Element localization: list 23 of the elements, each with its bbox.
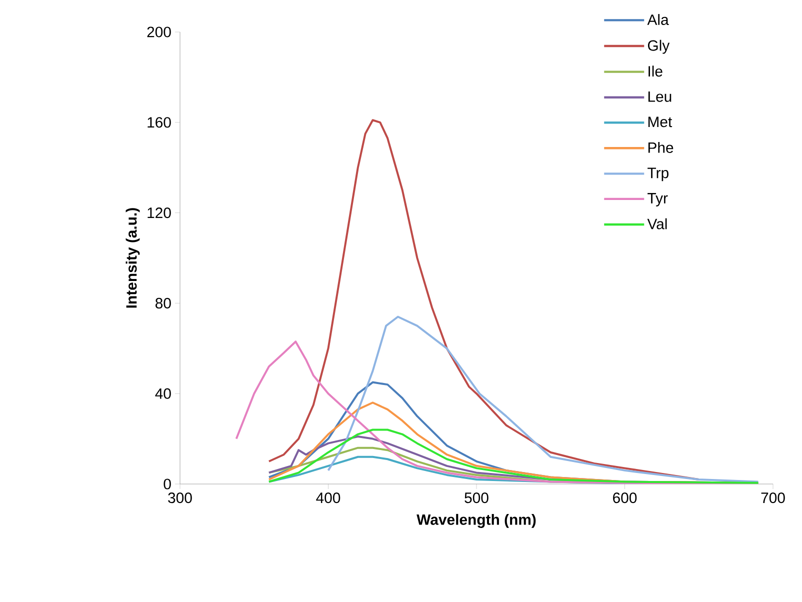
y-tick-label: 80 (156, 298, 171, 308)
legend-label: Trp (648, 168, 668, 182)
legend-label: Val (647, 218, 667, 230)
x-axis-title: Wavelength (nm) (416, 514, 536, 528)
legend-label: Ile (648, 66, 662, 77)
y-tick-label: 160 (148, 117, 171, 128)
legend-label: Met (648, 116, 672, 128)
x-tick-label: 500 (464, 492, 488, 504)
x-tick-label: 600 (613, 492, 637, 504)
y-tick-label: 40 (155, 388, 171, 399)
legend-label: Phe (648, 142, 674, 153)
y-tick-label: 0 (164, 478, 171, 490)
x-tick-label: 300 (168, 492, 192, 504)
y-axis-title: Intensity (a.u.) (126, 208, 140, 308)
legend-label: Ala (647, 14, 669, 26)
legend-label: Gly (648, 40, 670, 54)
x-tick-label: 700 (761, 492, 785, 504)
x-tick-label: 400 (316, 492, 340, 504)
legend-label: Tyr (648, 193, 668, 206)
y-tick-label: 120 (148, 208, 171, 218)
y-tick-label: 200 (147, 26, 171, 38)
line-series (327, 316, 760, 483)
legend-label: Leu (648, 91, 672, 102)
